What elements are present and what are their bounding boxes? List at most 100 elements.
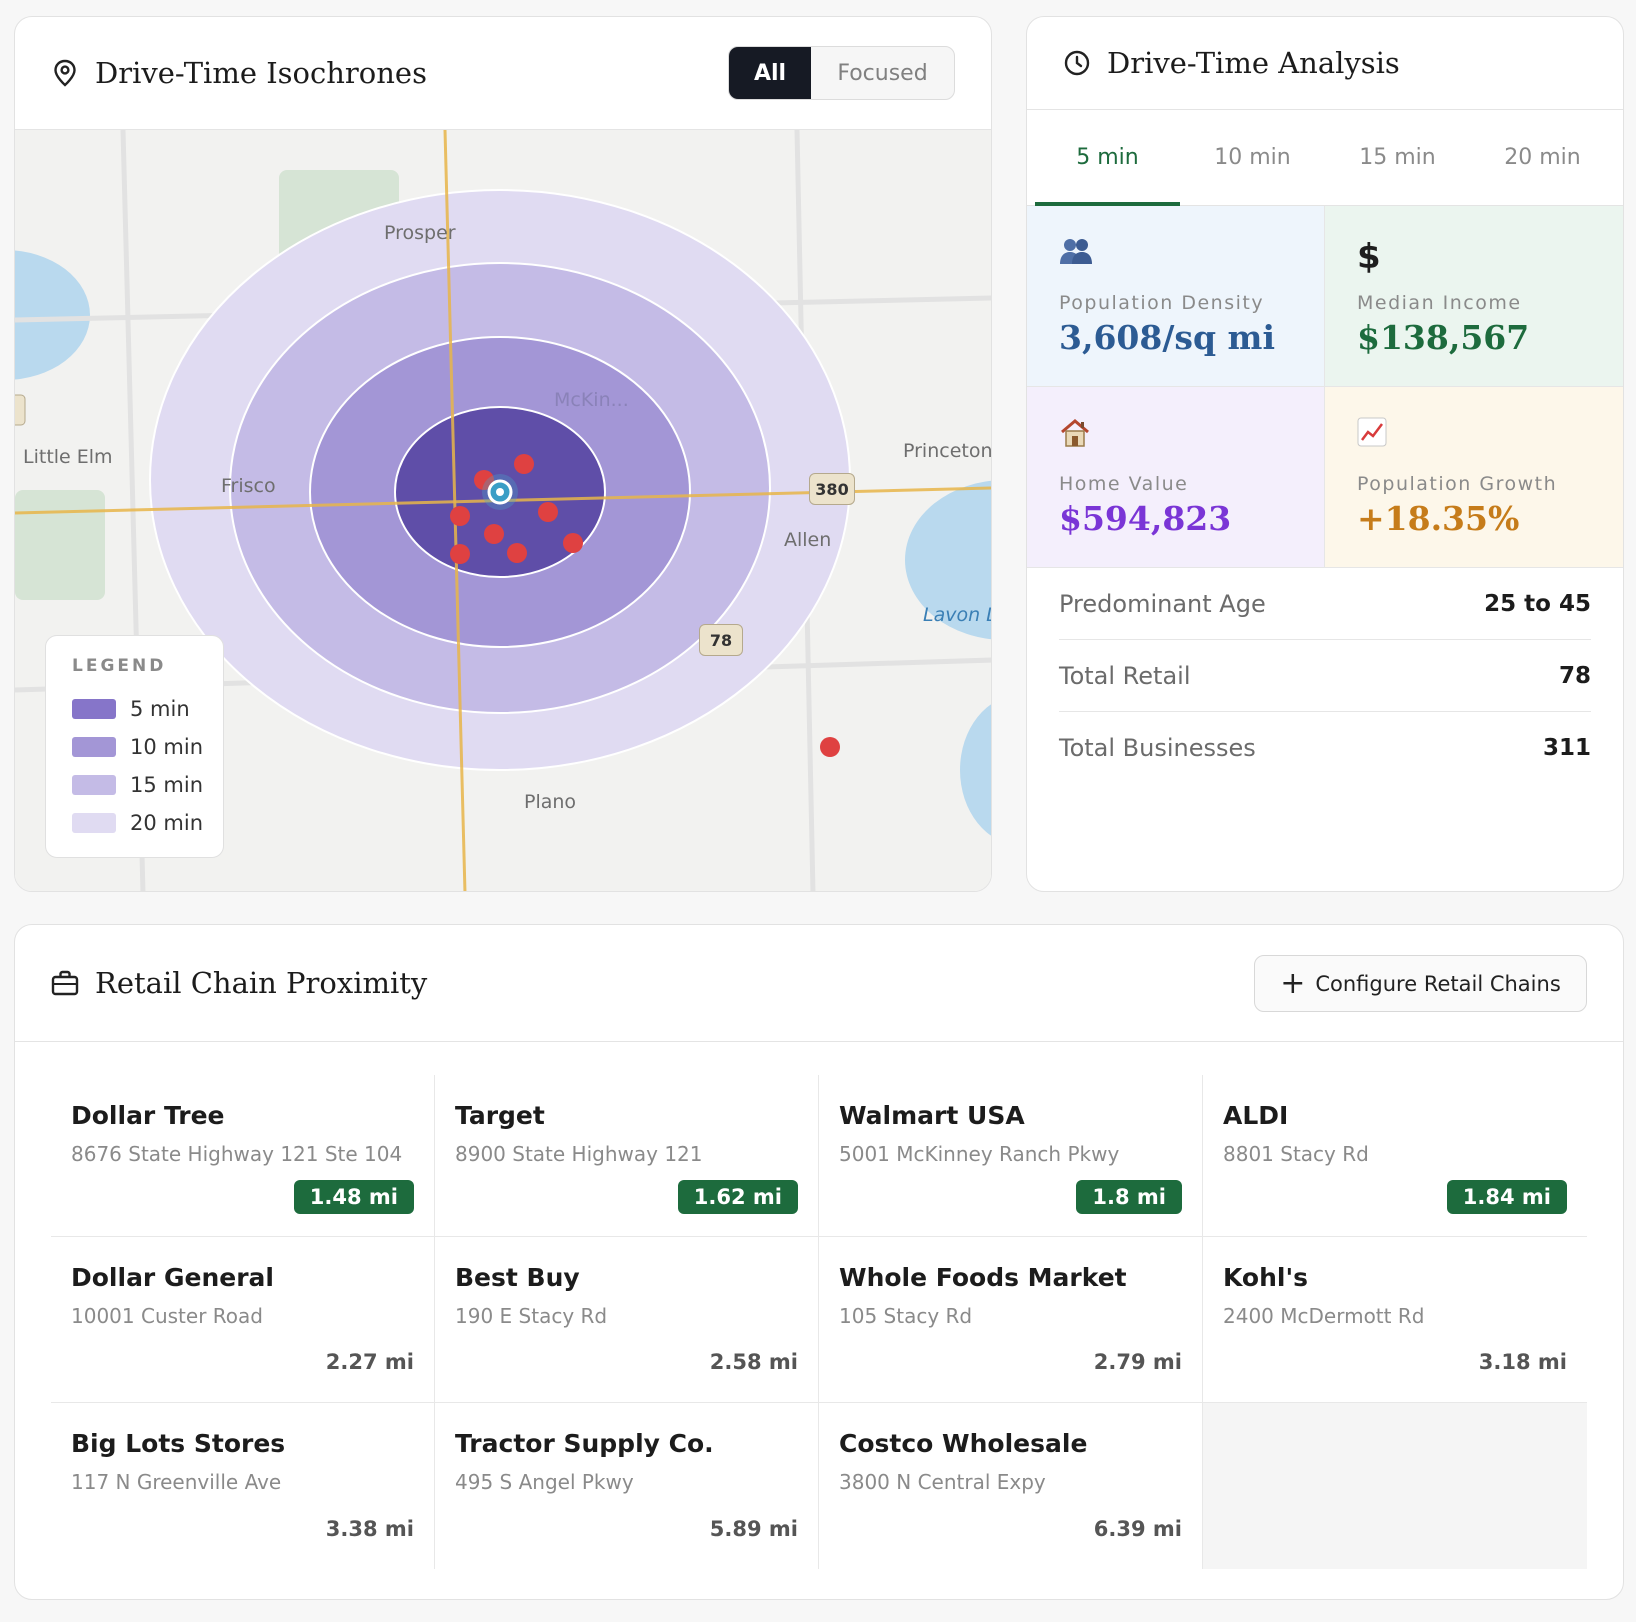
place-label-princeton: Princeton	[903, 440, 992, 462]
park-little-elm	[15, 490, 105, 600]
stat-value: 25 to 45	[1484, 590, 1591, 617]
chain-distance: 2.27 mi	[325, 1350, 414, 1374]
legend-swatch	[72, 813, 116, 833]
retail-point	[538, 502, 558, 522]
population-density-value: 3,608/sq mi	[1059, 318, 1275, 357]
analysis-card-header: Drive-Time Analysis	[1027, 17, 1623, 110]
tile-population-growth: Population Growth +18.35%	[1325, 387, 1623, 568]
legend-title: LEGEND	[72, 656, 167, 676]
isochrone-map[interactable]: Prosper McKin... Little Elm Frisco Princ…	[15, 130, 992, 891]
legend-label: 20 min	[130, 811, 203, 835]
highway-shield-78: 78	[699, 624, 743, 656]
drive-time-analysis-card: Drive-Time Analysis 5 min 10 min 15 min …	[1026, 16, 1624, 892]
place-label-frisco: Frisco	[221, 475, 276, 497]
chain-name: Kohl's	[1223, 1263, 1309, 1292]
map-title: Drive-Time Isochrones	[95, 56, 427, 90]
chain-address: 105 Stacy Rd	[839, 1304, 973, 1328]
retail-proximity-card: Retail Chain Proximity + Configure Retai…	[14, 924, 1624, 1600]
retail-point	[450, 506, 470, 526]
tab-15-min[interactable]: 15 min	[1359, 145, 1436, 170]
legend-label: 10 min	[130, 735, 203, 759]
median-income-value: $138,567	[1357, 318, 1530, 357]
lake-lavon	[905, 480, 991, 640]
retail-point	[563, 533, 583, 553]
retail-chain-item[interactable]: Walmart USA 5001 McKinney Ranch Pkwy 1.8…	[819, 1075, 1203, 1237]
chain-distance-badge: 1.48 mi	[293, 1180, 414, 1214]
retail-point	[484, 524, 504, 544]
briefcase-icon	[51, 969, 79, 997]
retail-chain-item[interactable]: Kohl's 2400 McDermott Rd 3.18 mi	[1203, 1237, 1587, 1403]
chain-distance-badge: 1.84 mi	[1446, 1180, 1567, 1214]
chain-address: 2400 McDermott Rd	[1223, 1304, 1425, 1328]
tab-20-min[interactable]: 20 min	[1504, 145, 1581, 170]
retail-chain-item[interactable]: Tractor Supply Co. 495 S Angel Pkwy 5.89…	[435, 1403, 819, 1569]
retail-card-header: Retail Chain Proximity + Configure Retai…	[15, 925, 1623, 1042]
chain-distance-badge: 1.8 mi	[1076, 1180, 1182, 1214]
house-icon	[1059, 417, 1324, 459]
dollar-icon: $	[1357, 237, 1381, 277]
chain-name: Whole Foods Market	[839, 1263, 1127, 1292]
chain-name: Big Lots Stores	[71, 1429, 286, 1458]
stat-label: Total Businesses	[1059, 734, 1256, 762]
chain-address: 117 N Greenville Ave	[71, 1470, 282, 1494]
toggle-focused-button[interactable]: Focused	[837, 60, 928, 86]
place-label-mckinney: McKin...	[554, 389, 629, 411]
legend-item-10-min: 10 min	[72, 728, 223, 766]
map-card-header: Drive-Time Isochrones All Focused	[15, 17, 991, 130]
chain-address: 5001 McKinney Ranch Pkwy	[839, 1142, 1120, 1166]
configure-retail-chains-button[interactable]: + Configure Retail Chains	[1254, 955, 1587, 1012]
retail-chain-item[interactable]: Whole Foods Market 105 Stacy Rd 2.79 mi	[819, 1237, 1203, 1403]
plus-icon: +	[1280, 965, 1306, 1001]
legend-item-5-min: 5 min	[72, 690, 223, 728]
clock-icon	[1063, 49, 1091, 77]
stat-label: Predominant Age	[1059, 589, 1266, 618]
chart-up-icon	[1357, 417, 1623, 459]
drive-time-tabs: 5 min 10 min 15 min 20 min	[1027, 110, 1623, 206]
legend-item-20-min: 20 min	[72, 804, 223, 842]
chain-name: ALDI	[1223, 1101, 1289, 1130]
retail-point	[514, 454, 534, 474]
chain-name: Tractor Supply Co.	[455, 1429, 714, 1458]
stat-row-predominant-age: Predominant Age 25 to 45	[1059, 568, 1591, 640]
tab-10-min[interactable]: 10 min	[1214, 145, 1291, 170]
retail-chain-item[interactable]: Dollar Tree 8676 State Highway 121 Ste 1…	[51, 1075, 435, 1237]
chain-distance: 2.58 mi	[709, 1350, 798, 1374]
view-toggle: All Focused	[728, 46, 955, 100]
tile-home-value: Home Value $594,823	[1027, 387, 1325, 568]
retail-chain-item[interactable]: Big Lots Stores 117 N Greenville Ave 3.3…	[51, 1403, 435, 1569]
retail-chain-item[interactable]: Best Buy 190 E Stacy Rd 2.58 mi	[435, 1237, 819, 1403]
chain-address: 8801 Stacy Rd	[1223, 1142, 1369, 1166]
toggle-all-button[interactable]: All	[729, 47, 811, 99]
chain-name: Dollar Tree	[71, 1101, 225, 1130]
retail-chain-grid: Dollar Tree 8676 State Highway 121 Ste 1…	[51, 1075, 1587, 1569]
place-label-plano: Plano	[524, 791, 577, 813]
summary-stats: Predominant Age 25 to 45 Total Retail 78…	[1059, 568, 1591, 784]
chain-distance: 3.18 mi	[1478, 1350, 1567, 1374]
chain-name: Costco Wholesale	[839, 1429, 1088, 1458]
place-label-prosper: Prosper	[384, 222, 456, 244]
retail-chain-item[interactable]: Dollar General 10001 Custer Road 2.27 mi	[51, 1237, 435, 1403]
retail-chain-item[interactable]: ALDI 8801 Stacy Rd 1.84 mi	[1203, 1075, 1587, 1237]
people-icon	[1059, 236, 1324, 278]
chain-address: 3800 N Central Expy	[839, 1470, 1046, 1494]
analysis-title: Drive-Time Analysis	[1107, 46, 1400, 80]
retail-title: Retail Chain Proximity	[95, 966, 428, 1000]
metric-tiles: Population Density 3,608/sq mi $ Median …	[1027, 206, 1623, 568]
retail-point	[474, 470, 494, 490]
map-canvas	[15, 130, 991, 891]
chain-name: Target	[455, 1101, 545, 1130]
stat-row-total-businesses: Total Businesses 311	[1059, 712, 1591, 784]
chain-distance: 2.79 mi	[1093, 1350, 1182, 1374]
tab-5-min[interactable]: 5 min	[1035, 110, 1180, 206]
map-edge-marker	[15, 394, 26, 426]
chain-distance: 3.38 mi	[325, 1517, 414, 1541]
place-label-allen: Allen	[784, 529, 832, 551]
legend-label: 5 min	[130, 697, 190, 721]
retail-chain-item[interactable]: Target 8900 State Highway 121 1.62 mi	[435, 1075, 819, 1237]
retail-chain-item[interactable]: Costco Wholesale 3800 N Central Expy 6.3…	[819, 1403, 1203, 1569]
legend-item-15-min: 15 min	[72, 766, 223, 804]
chain-name: Dollar General	[71, 1263, 274, 1292]
retail-point	[507, 543, 527, 563]
tile-label: Population Growth	[1357, 473, 1558, 495]
retail-point	[450, 544, 470, 564]
